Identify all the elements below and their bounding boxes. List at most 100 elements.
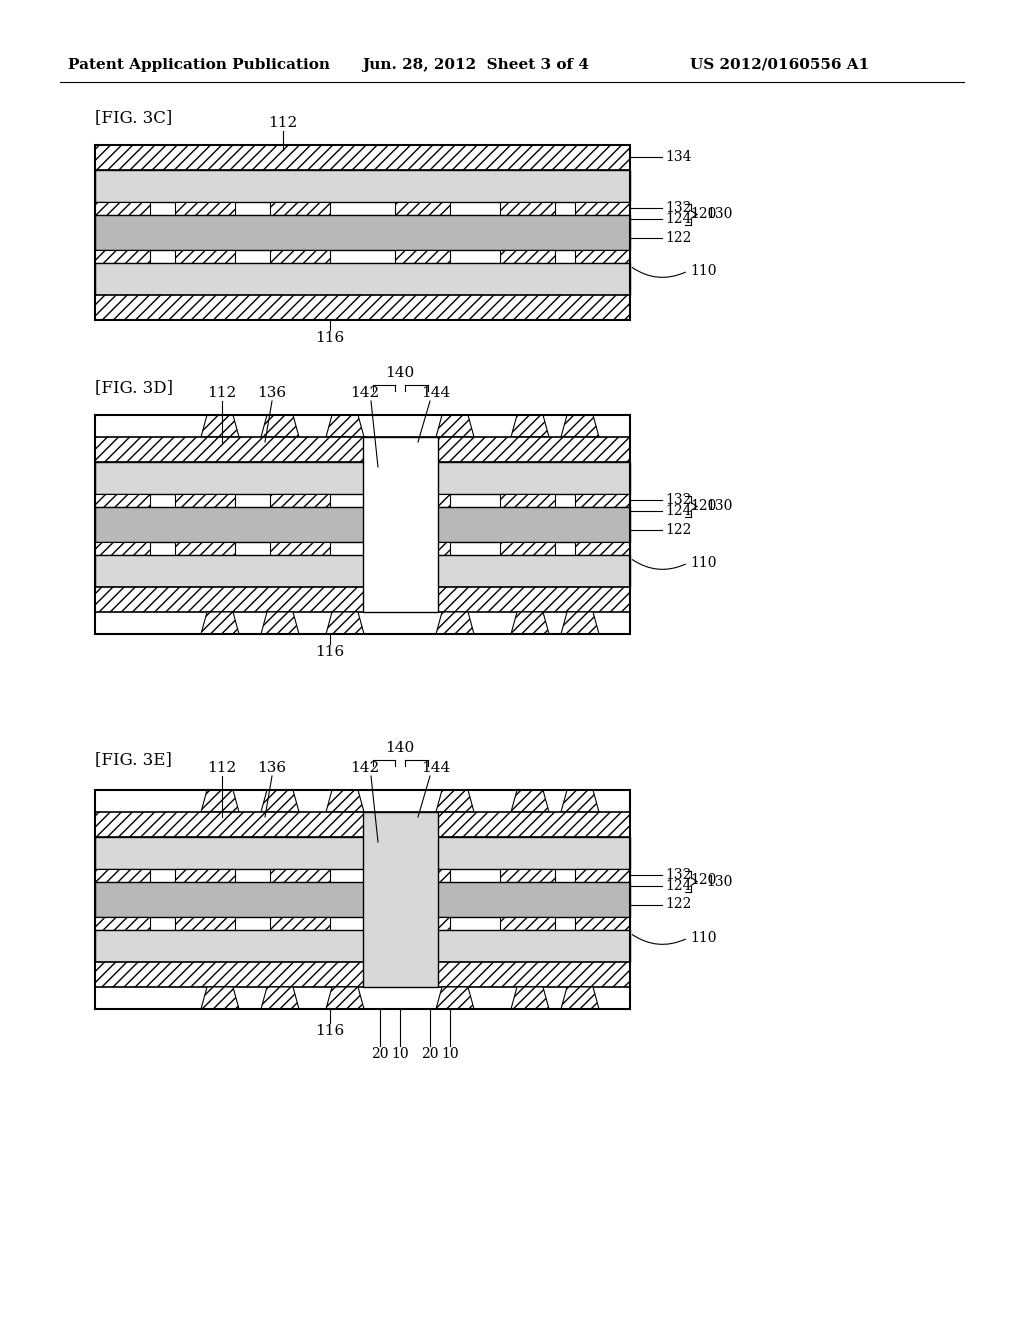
Bar xyxy=(575,869,630,882)
Polygon shape xyxy=(436,789,474,812)
Bar xyxy=(95,462,630,494)
Text: 116: 116 xyxy=(315,1024,345,1038)
Bar xyxy=(175,249,234,263)
Bar xyxy=(270,494,330,507)
Bar xyxy=(95,931,630,962)
Text: 134: 134 xyxy=(665,150,691,164)
Bar xyxy=(95,414,630,634)
Bar xyxy=(95,215,630,249)
Bar xyxy=(270,543,330,554)
Text: 110: 110 xyxy=(690,931,717,945)
Polygon shape xyxy=(261,789,299,812)
Text: 10: 10 xyxy=(441,1047,459,1061)
Text: 120: 120 xyxy=(690,499,717,512)
Text: 10: 10 xyxy=(391,1047,409,1061)
Text: 136: 136 xyxy=(257,762,287,775)
Text: 132: 132 xyxy=(665,492,691,507)
Text: 110: 110 xyxy=(690,556,717,570)
Bar xyxy=(575,494,630,507)
Bar xyxy=(395,202,450,215)
Polygon shape xyxy=(201,789,239,812)
Polygon shape xyxy=(201,414,239,437)
Bar xyxy=(270,917,330,931)
Text: [FIG. 3D]: [FIG. 3D] xyxy=(95,380,173,396)
Bar xyxy=(95,587,630,612)
Text: 122: 122 xyxy=(665,898,691,912)
Text: 130: 130 xyxy=(707,499,733,513)
Polygon shape xyxy=(436,612,474,634)
Text: 122: 122 xyxy=(665,523,691,536)
Bar xyxy=(175,494,234,507)
Text: 144: 144 xyxy=(421,385,451,400)
Text: 120: 120 xyxy=(690,874,717,887)
Bar xyxy=(95,507,630,543)
Bar xyxy=(500,869,555,882)
Text: 132: 132 xyxy=(665,869,691,882)
Polygon shape xyxy=(326,987,364,1008)
Bar xyxy=(95,789,630,1008)
Polygon shape xyxy=(436,987,474,1008)
Text: 122: 122 xyxy=(665,231,691,244)
Polygon shape xyxy=(511,987,549,1008)
Bar xyxy=(95,202,150,215)
Bar xyxy=(95,145,630,319)
Text: 116: 116 xyxy=(315,645,345,659)
Bar xyxy=(95,145,630,170)
Polygon shape xyxy=(326,414,364,437)
Bar xyxy=(575,917,630,931)
Bar xyxy=(95,437,630,462)
Bar xyxy=(175,543,234,554)
Polygon shape xyxy=(511,612,549,634)
Polygon shape xyxy=(436,414,474,437)
Bar xyxy=(395,494,450,507)
Bar xyxy=(95,917,150,931)
Text: 112: 112 xyxy=(208,762,237,775)
Polygon shape xyxy=(261,414,299,437)
Text: 124: 124 xyxy=(665,213,691,226)
Text: 124: 124 xyxy=(665,504,691,517)
Text: 124: 124 xyxy=(665,879,691,894)
Bar xyxy=(395,869,450,882)
Bar xyxy=(95,170,630,202)
Bar xyxy=(175,917,234,931)
Polygon shape xyxy=(326,612,364,634)
Bar xyxy=(500,249,555,263)
Bar xyxy=(500,494,555,507)
Polygon shape xyxy=(561,987,599,1008)
Bar xyxy=(270,249,330,263)
Bar xyxy=(270,869,330,882)
Bar xyxy=(575,543,630,554)
Bar xyxy=(500,202,555,215)
Polygon shape xyxy=(561,789,599,812)
Bar xyxy=(362,812,438,987)
Text: 112: 112 xyxy=(208,385,237,400)
Polygon shape xyxy=(511,414,549,437)
Polygon shape xyxy=(261,987,299,1008)
Bar xyxy=(95,294,630,319)
Text: 20: 20 xyxy=(421,1047,438,1061)
Text: 130: 130 xyxy=(707,874,733,888)
Bar xyxy=(95,543,150,554)
Bar xyxy=(395,917,450,931)
Bar xyxy=(362,437,438,612)
Text: 110: 110 xyxy=(690,264,717,279)
Bar xyxy=(95,249,150,263)
Text: Jun. 28, 2012  Sheet 3 of 4: Jun. 28, 2012 Sheet 3 of 4 xyxy=(362,58,589,73)
Text: 136: 136 xyxy=(257,385,287,400)
Text: 130: 130 xyxy=(707,207,733,222)
Text: 142: 142 xyxy=(350,762,380,775)
Bar xyxy=(175,202,234,215)
Text: 140: 140 xyxy=(385,741,415,755)
Bar xyxy=(95,554,630,587)
Text: Patent Application Publication: Patent Application Publication xyxy=(68,58,330,73)
Bar xyxy=(575,249,630,263)
Polygon shape xyxy=(201,612,239,634)
Polygon shape xyxy=(201,987,239,1008)
Polygon shape xyxy=(261,612,299,634)
Bar xyxy=(95,882,630,917)
Text: 140: 140 xyxy=(385,366,415,380)
Bar xyxy=(395,543,450,554)
Polygon shape xyxy=(326,789,364,812)
Bar xyxy=(95,962,630,987)
Text: 116: 116 xyxy=(315,331,345,345)
